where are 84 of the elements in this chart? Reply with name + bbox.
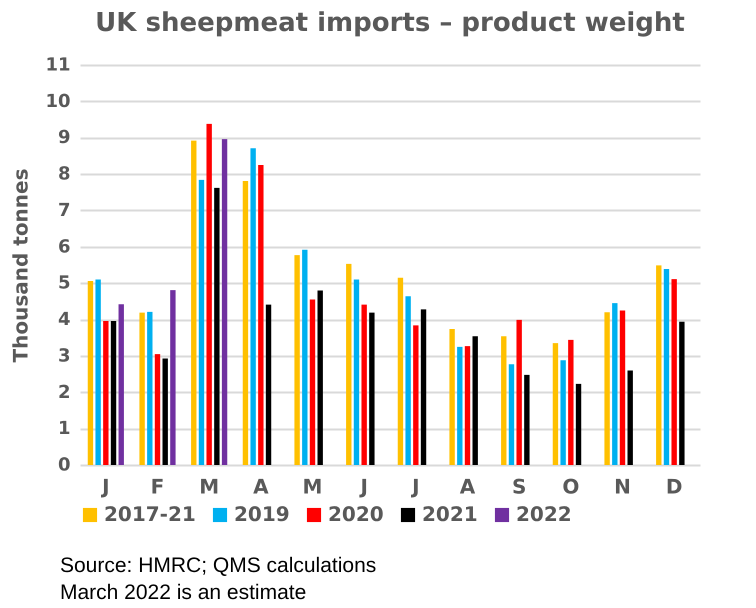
bar [198,180,204,465]
x-tick-label: M [199,474,220,498]
x-tick-label: M [302,474,322,498]
x-tick-label: S [512,474,526,498]
bar [118,304,124,465]
legend-label: 2019 [234,502,290,526]
bar [398,278,404,465]
bar [139,312,145,465]
bar [413,325,419,465]
x-tick-label: D [666,474,682,498]
x-tick-label: J [410,474,420,498]
y-tick-label: 7 [58,200,70,221]
x-tick-label: O [562,474,580,498]
bar [620,310,626,465]
bar [552,343,558,465]
bar [405,296,411,465]
bar [88,281,94,465]
bar [170,290,176,465]
y-axis-title: Thousand tonnes [8,168,32,363]
y-tick-label: 9 [58,127,70,148]
bar [310,300,316,465]
bar [110,321,116,465]
bar [302,250,308,465]
bar [524,374,530,465]
bar [628,370,633,465]
bar [671,279,677,465]
bar [266,304,272,465]
bar [472,336,478,465]
bar [147,312,152,465]
bar [95,280,101,465]
bar [258,165,264,465]
bar [679,322,685,465]
bar [457,346,462,465]
y-tick-label: 1 [58,418,70,440]
bar [656,265,662,465]
bar [162,358,168,465]
legend-label: 2021 [422,502,478,526]
x-tick-label: J [100,474,110,498]
bar [191,140,196,465]
bar [501,336,506,465]
bar [612,303,618,465]
y-tick-label: 0 [58,454,70,476]
x-tick-label: A [460,474,476,498]
bar [361,304,367,465]
bar [560,360,566,465]
x-tick-label: J [358,474,368,498]
x-tick-label: A [253,474,270,498]
bar [604,312,610,465]
bar [318,290,323,465]
source-note: Source: HMRC; QMS calculations [60,553,376,579]
y-tick-label: 11 [45,54,70,76]
bar [346,264,352,465]
bar [206,124,212,465]
legend-label: 2022 [516,502,572,526]
chart-title: UK sheepmeat imports – product weight [95,8,685,38]
bar [449,329,455,465]
bar [222,139,228,465]
bar [250,148,256,465]
legend-label: 2020 [328,502,384,526]
bar [154,354,160,465]
y-tick-label: 4 [58,309,70,330]
x-tick-label: N [614,474,631,498]
y-tick-label: 2 [58,382,70,403]
bar [576,384,582,465]
bar [664,269,670,465]
y-tick-label: 10 [45,90,70,112]
bar [508,364,514,465]
bar [103,321,109,465]
legend-label: 2017-21 [104,502,196,526]
bar [214,188,220,465]
bar [464,346,470,465]
y-tick-label: 6 [58,236,70,258]
bar [294,255,300,465]
bar [568,340,574,465]
bar [242,181,248,465]
bar [354,280,360,465]
bar [420,309,426,465]
y-tick-label: 5 [58,272,70,294]
bar [516,320,522,465]
bar [369,312,375,465]
y-tick-label: 8 [58,164,70,185]
text: March 2022 is an estimate [60,580,308,606]
y-tick-label: 3 [58,345,70,366]
x-tick-label: F [150,474,164,498]
